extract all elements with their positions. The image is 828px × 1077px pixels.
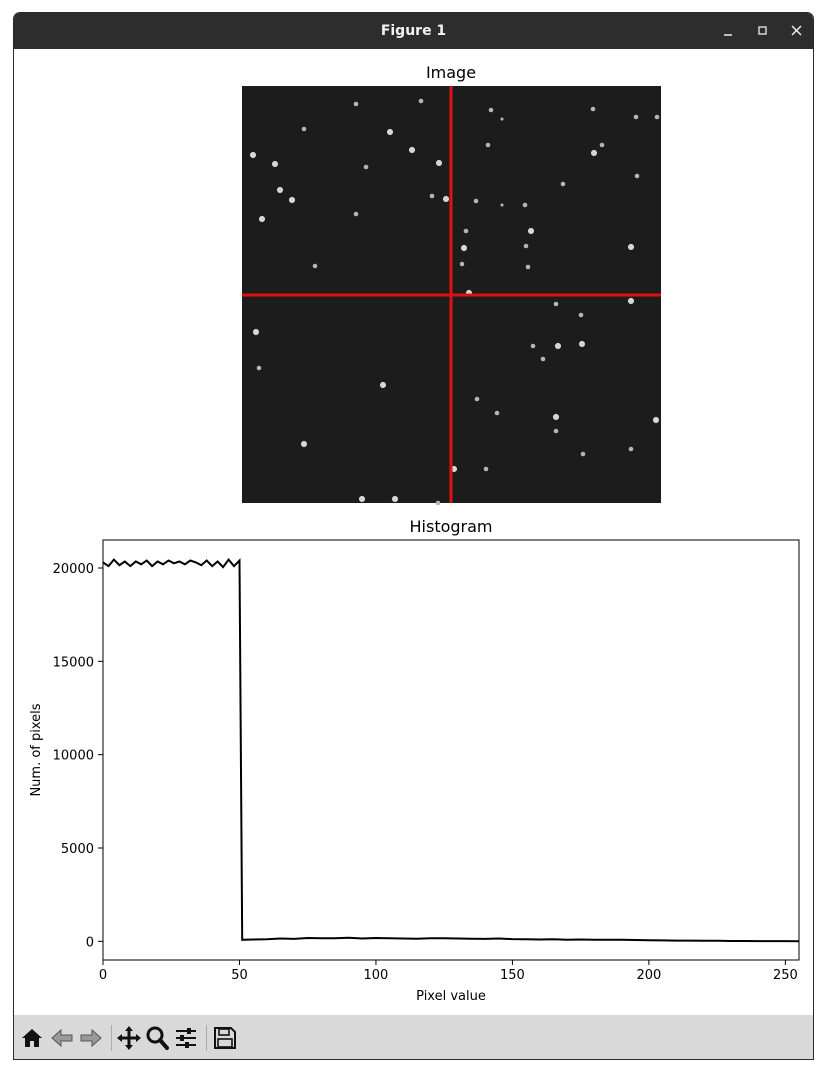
plot-area[interactable] xyxy=(102,539,800,961)
x-axis-ticks: 0 50 100 150 200 250 xyxy=(99,960,798,983)
star xyxy=(633,114,639,120)
star xyxy=(258,215,266,223)
star xyxy=(553,301,559,307)
star xyxy=(540,356,546,362)
star xyxy=(300,440,308,448)
star xyxy=(312,263,318,269)
star xyxy=(358,495,366,503)
star xyxy=(463,228,469,234)
title-bar[interactable]: Figure 1 xyxy=(14,13,813,49)
star xyxy=(435,500,441,506)
minimize-icon[interactable] xyxy=(719,21,739,41)
star xyxy=(580,451,586,457)
star xyxy=(578,312,584,318)
forward-arrow-icon[interactable] xyxy=(78,1025,104,1051)
toolbar-separator xyxy=(206,1025,207,1051)
figure-window: Figure 1 Image Histogram 0 50 100 150 200 250… xyxy=(13,12,814,1060)
star xyxy=(522,202,528,208)
back-arrow-icon[interactable] xyxy=(49,1025,75,1051)
star xyxy=(627,243,635,251)
star xyxy=(288,196,296,204)
y-axis-ticks: 0 5000 10000 15000 20000 xyxy=(53,562,103,950)
toolbar-separator xyxy=(111,1025,112,1051)
configure-subplots-icon[interactable] xyxy=(173,1025,199,1051)
star xyxy=(276,186,284,194)
star xyxy=(634,173,640,179)
x-axis-label: Pixel value xyxy=(416,989,486,1004)
star-field xyxy=(249,98,660,506)
save-floppy-icon[interactable] xyxy=(212,1025,238,1051)
star xyxy=(590,149,598,157)
star xyxy=(442,195,450,203)
star xyxy=(252,328,260,336)
x-tick-label: 250 xyxy=(773,968,798,983)
star xyxy=(500,117,504,121)
star xyxy=(435,159,443,167)
star xyxy=(386,128,394,136)
star xyxy=(554,342,562,350)
star xyxy=(473,198,479,204)
star xyxy=(527,227,535,235)
y-tick-label: 20000 xyxy=(53,562,94,577)
histogram-line xyxy=(102,557,800,943)
star xyxy=(553,428,559,434)
star xyxy=(627,297,635,305)
zoom-magnifier-icon[interactable] xyxy=(144,1025,170,1051)
star xyxy=(552,413,560,421)
star xyxy=(652,416,660,424)
y-tick-label: 15000 xyxy=(53,655,94,670)
x-tick-label: 50 xyxy=(231,968,248,983)
navigation-toolbar xyxy=(14,1015,813,1059)
star xyxy=(256,365,262,371)
window-title: Figure 1 xyxy=(380,23,447,39)
star xyxy=(301,126,307,132)
star xyxy=(474,396,480,402)
chart-title: Histogram xyxy=(410,517,493,536)
star xyxy=(525,264,531,270)
star xyxy=(460,244,468,252)
maximize-icon[interactable] xyxy=(753,21,773,41)
star xyxy=(654,114,660,120)
star xyxy=(249,151,257,159)
figure-svg: Image Histogram 0 50 100 150 200 250 0 5000 100… xyxy=(29,63,800,1004)
star xyxy=(578,340,586,348)
x-tick-label: 200 xyxy=(636,968,661,983)
x-tick-label: 150 xyxy=(500,968,525,983)
star xyxy=(363,164,369,170)
star xyxy=(500,203,504,207)
star xyxy=(271,160,279,168)
star xyxy=(485,142,491,148)
y-axis-label: Num. of pixels xyxy=(29,703,44,796)
y-tick-label: 10000 xyxy=(53,749,94,764)
y-tick-label: 5000 xyxy=(61,842,94,857)
star xyxy=(494,410,500,416)
star xyxy=(459,261,465,267)
figure-canvas[interactable]: Image Histogram 0 50 100 150 200 250 0 5000 100… xyxy=(14,49,813,1015)
star xyxy=(523,243,529,249)
star xyxy=(408,146,416,154)
image-title: Image xyxy=(426,63,476,82)
star xyxy=(599,142,605,148)
pan-move-icon[interactable] xyxy=(116,1025,142,1051)
star xyxy=(379,381,387,389)
star xyxy=(560,181,566,187)
x-tick-label: 0 xyxy=(99,968,107,983)
star xyxy=(590,106,596,112)
close-icon[interactable] xyxy=(787,21,807,41)
star xyxy=(628,446,634,452)
star xyxy=(429,193,435,199)
star xyxy=(353,211,359,217)
star xyxy=(530,343,536,349)
x-tick-label: 100 xyxy=(364,968,389,983)
star xyxy=(488,107,494,113)
star xyxy=(353,101,359,107)
home-icon[interactable] xyxy=(19,1025,45,1051)
star xyxy=(483,466,489,472)
y-tick-label: 0 xyxy=(86,935,94,950)
star xyxy=(391,495,399,503)
star xyxy=(418,98,424,104)
